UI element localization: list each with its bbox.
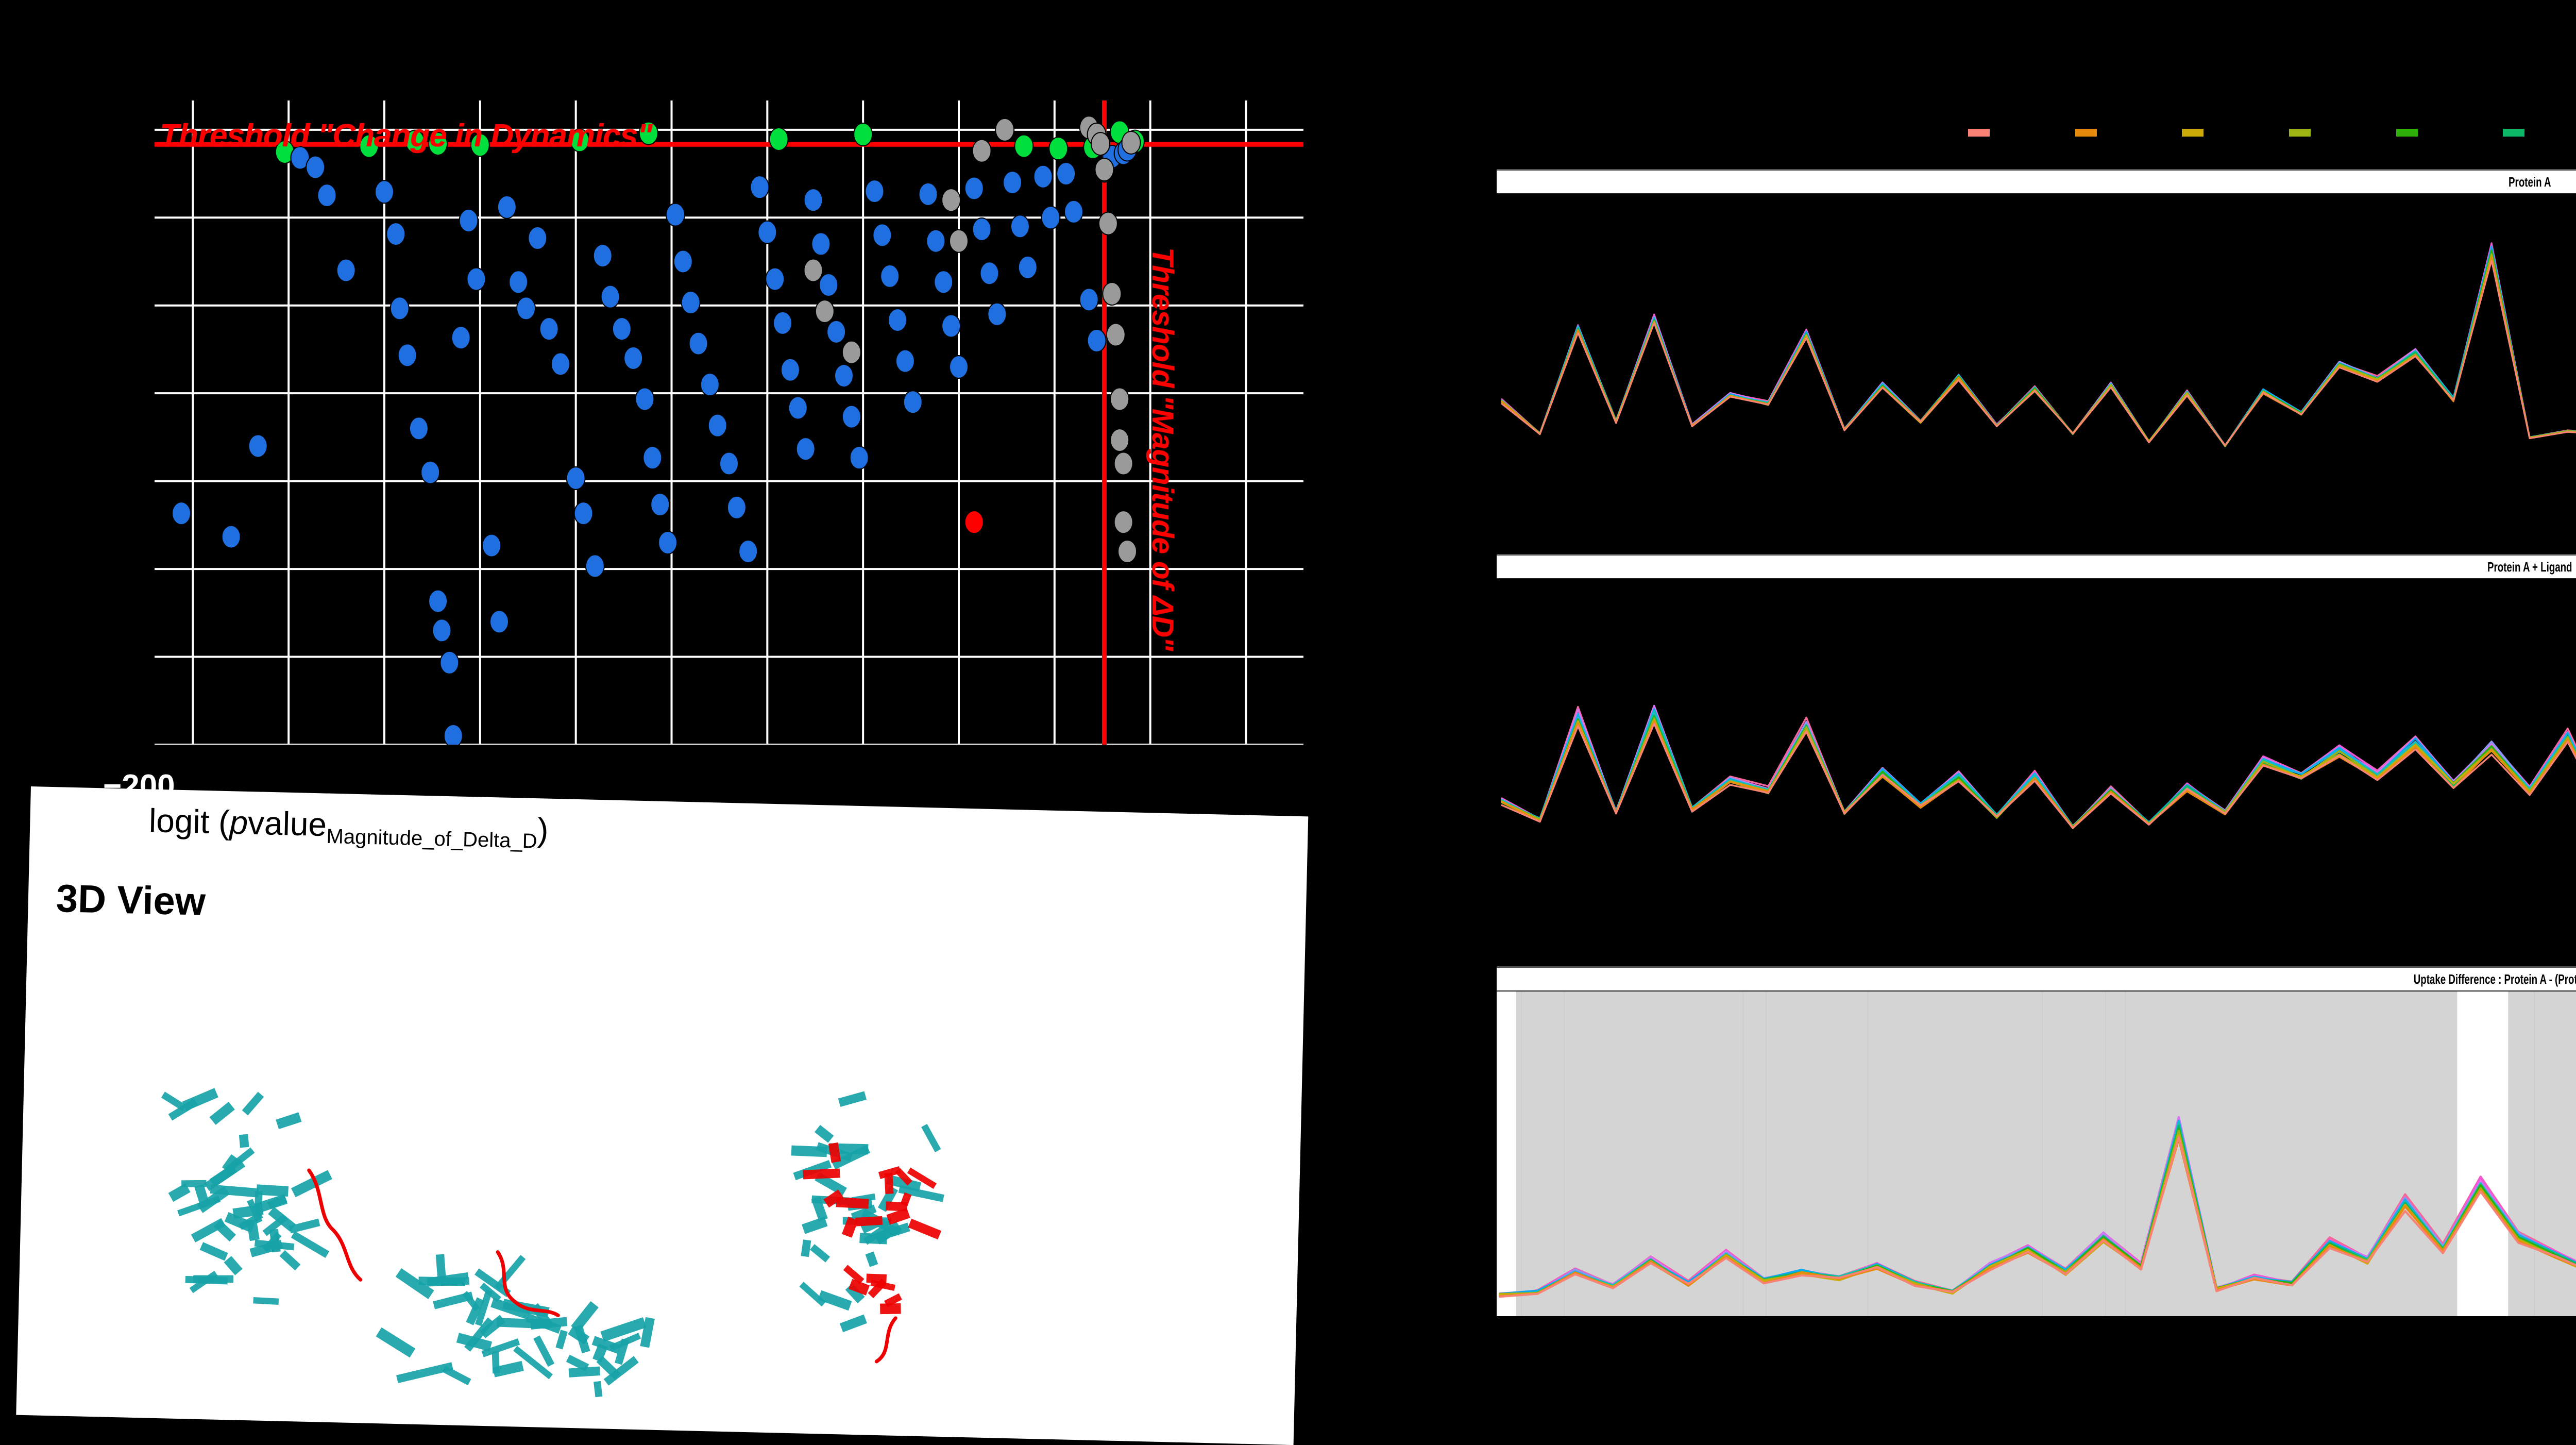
panel-uptake-difference: Uptake Difference : Protein A - (Protein… bbox=[1497, 966, 2576, 1317]
panel-uptake-difference-title: Uptake Difference : Protein A - (Protein… bbox=[2413, 971, 2576, 987]
panel-protein-a-titlebar: Protein A bbox=[1497, 169, 2576, 194]
x-axis-label-main: logit ( bbox=[148, 801, 230, 841]
volcano-data-points bbox=[172, 115, 1145, 745]
x-axis-label-close: ) bbox=[537, 811, 549, 849]
uptake-trace-11 bbox=[1501, 709, 2576, 827]
x-axis-label-p: p bbox=[229, 803, 249, 842]
legend-swatch-3 bbox=[2289, 129, 2311, 137]
x-axis-label-value: value bbox=[247, 804, 327, 844]
uptake-trace-9 bbox=[1501, 712, 2576, 827]
uptake-trace-6 bbox=[1501, 710, 2576, 828]
panel-protein-a-svg bbox=[1501, 242, 2576, 447]
three-d-view-title: 3D View bbox=[55, 876, 206, 924]
uptake-trace-4 bbox=[1501, 716, 2576, 828]
volcano-plot-panel: Threshold "Change in Dynamics" Threshold… bbox=[0, 0, 1350, 835]
legend-swatch-0 bbox=[1968, 129, 1990, 137]
uptake-trace-1 bbox=[1501, 720, 2576, 828]
x-axis-label-subscript: Magnitude_of_Delta_D bbox=[326, 825, 538, 853]
volcano-threshold-lines bbox=[155, 100, 1303, 745]
uptake-trace-12 bbox=[1501, 704, 2576, 828]
uptake-trace-5 bbox=[1501, 714, 2576, 829]
uptake-trace-10 bbox=[1501, 704, 2576, 827]
panel-protein-a-title: Protein A bbox=[2508, 174, 2551, 190]
uptake-trace-2 bbox=[1501, 719, 2576, 829]
legend-swatch-4 bbox=[2396, 129, 2418, 137]
legend-swatch-1 bbox=[2075, 129, 2097, 137]
volcano-plot-area[interactable] bbox=[155, 100, 1303, 745]
panel-protein-a-ligand-plot[interactable] bbox=[1497, 579, 2576, 842]
panel-protein-a-ligand: Protein A + Ligand bbox=[1497, 554, 2576, 843]
panel-uptake-difference-titlebar: Uptake Difference : Protein A - (Protein… bbox=[1497, 966, 2576, 992]
legend-swatch-2 bbox=[2182, 129, 2204, 137]
panel-protein-a: Protein A bbox=[1497, 169, 2576, 458]
uptake-trace-8 bbox=[1501, 708, 2576, 829]
panel-uptake-difference-svg bbox=[1498, 992, 2576, 1316]
panel-uptake-difference-plot[interactable] bbox=[1497, 992, 2576, 1316]
protein-ribbon-structure[interactable] bbox=[62, 943, 1154, 1412]
uptake-trace-0 bbox=[1498, 1136, 2576, 1298]
legend-swatch-5 bbox=[2503, 129, 2525, 137]
panel-protein-a-ligand-title: Protein A + Ligand bbox=[2487, 559, 2572, 575]
volcano-svg bbox=[155, 100, 1303, 745]
protein-ribbon-svg bbox=[62, 943, 944, 1398]
panel-protein-a-ligand-svg bbox=[1501, 704, 2576, 829]
threshold-change-in-dynamics-label: Threshold "Change in Dynamics" bbox=[160, 118, 653, 154]
uptake-trace-0 bbox=[1501, 722, 2576, 829]
panel-protein-a-ligand-titlebar: Protein A + Ligand bbox=[1497, 554, 2576, 579]
uptake-trace-0 bbox=[1501, 260, 2576, 446]
uptake-trace-7 bbox=[1501, 710, 2576, 827]
threshold-magnitude-of-delta-d-label: Threshold "Magnitude of ΔD" bbox=[1146, 247, 1179, 651]
uptake-trace-3 bbox=[1501, 717, 2576, 829]
panel-protein-a-plot[interactable] bbox=[1497, 194, 2576, 457]
uptake-timepoint-legend bbox=[1968, 129, 2576, 142]
